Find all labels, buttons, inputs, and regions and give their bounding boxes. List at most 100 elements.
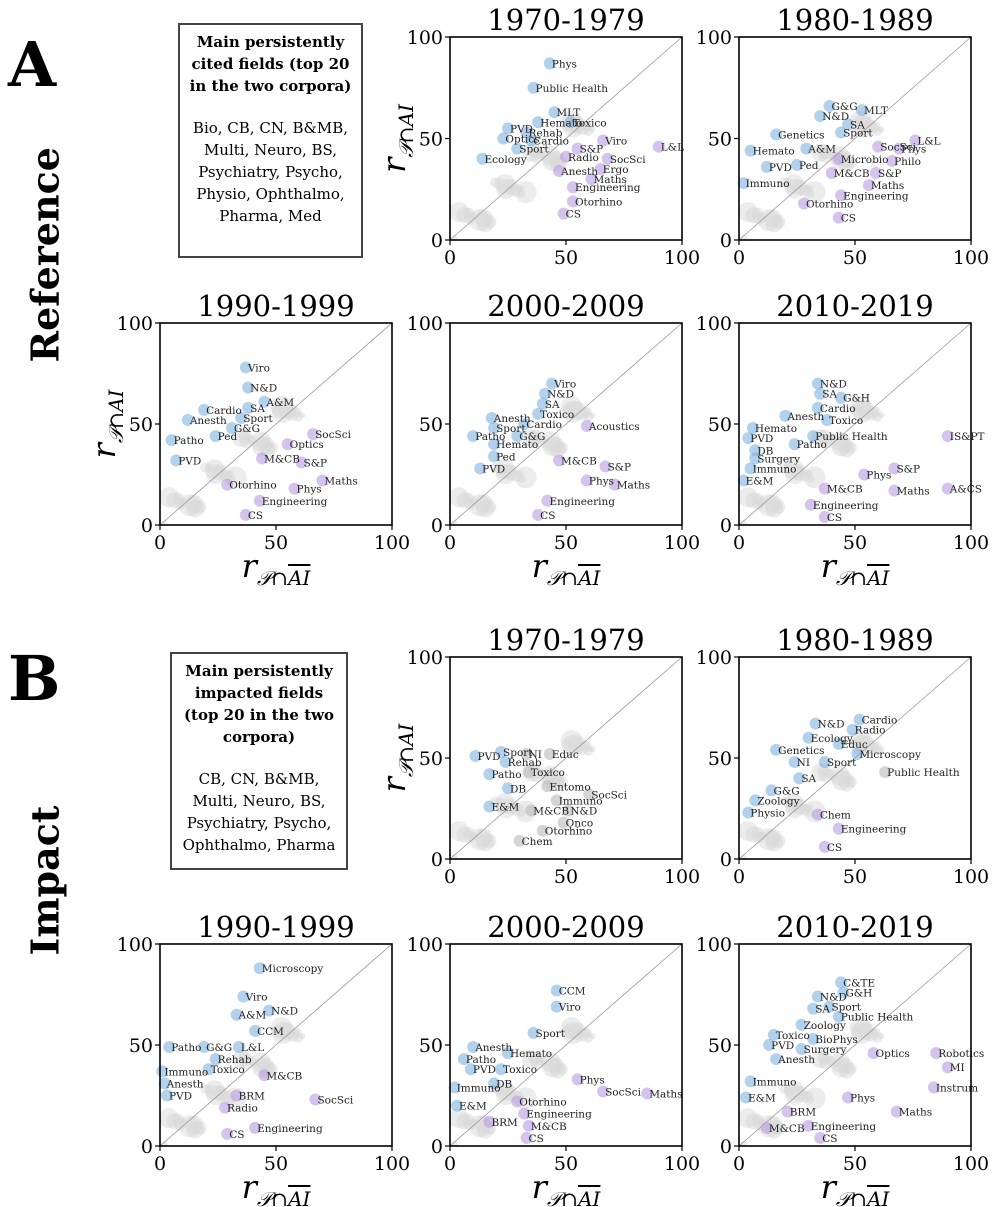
data-point <box>488 438 501 451</box>
point-label: Immuno <box>164 1066 208 1078</box>
data-point <box>237 990 250 1003</box>
point-label: E&M <box>459 1101 487 1113</box>
point-label: Immuno <box>559 795 603 807</box>
cloud-point <box>803 466 826 489</box>
data-point <box>737 474 750 487</box>
data-point <box>483 768 496 781</box>
cloud-point <box>838 775 855 792</box>
data-point <box>548 106 561 119</box>
data-point <box>800 142 813 155</box>
x-tick-label: 0 <box>444 866 456 888</box>
point-label: BRM <box>239 1091 266 1103</box>
data-point <box>811 401 824 414</box>
data-point <box>541 494 554 507</box>
point-label: Otorhino <box>519 1097 566 1109</box>
cloud-point <box>785 797 792 804</box>
cloud-point <box>779 796 790 807</box>
cloud-point <box>581 406 592 417</box>
y-tick-label: 50 <box>419 414 443 436</box>
cloud-point <box>759 831 768 840</box>
data-point <box>818 756 831 769</box>
cloud-point <box>468 209 491 232</box>
point-label: DB <box>510 783 526 795</box>
point-label: Chem <box>820 810 851 822</box>
data-point <box>485 411 498 424</box>
cloud-point <box>864 120 879 135</box>
point-label: Maths <box>649 1088 682 1100</box>
point-label: Phys <box>552 58 577 70</box>
cloud-point <box>494 793 515 814</box>
data-point <box>809 717 822 730</box>
cloud-point <box>786 1088 793 1095</box>
cloud-point <box>798 803 811 816</box>
cloud-point <box>786 467 793 474</box>
y-tick-label: 100 <box>117 934 153 956</box>
cloud-point <box>496 797 503 804</box>
data-point <box>295 456 308 469</box>
point-label: Engineering <box>575 182 641 194</box>
point-label: Viro <box>245 992 268 1004</box>
cloud-point <box>589 746 596 753</box>
point-label: S&P <box>304 457 328 469</box>
point-label: Acoustics <box>588 421 640 433</box>
cloud-point <box>783 1080 804 1101</box>
cloud-point <box>271 1021 294 1044</box>
data-point <box>858 468 871 481</box>
data-point <box>502 122 514 135</box>
cloud-point <box>158 487 179 508</box>
data-point <box>249 1121 262 1134</box>
point-label: Cardio <box>820 403 856 415</box>
cloud-point <box>238 1050 253 1065</box>
cloud-point <box>200 1083 211 1094</box>
y-tick-label: 0 <box>141 1136 153 1158</box>
svg-text:r𝒫∩AI: r𝒫∩AI <box>85 388 128 458</box>
cloud-point <box>829 1052 850 1073</box>
cloud-point <box>837 1057 854 1074</box>
point-label: N&D <box>820 379 847 391</box>
x-tick-label: 50 <box>843 866 867 888</box>
data-point <box>641 1087 654 1100</box>
cloud-point <box>206 1085 227 1106</box>
data-point <box>802 1119 815 1132</box>
cloud-point <box>575 120 590 135</box>
point-label: S&P <box>878 168 902 180</box>
point-label: Otorhino <box>545 826 592 838</box>
point-label: Toxico <box>573 117 607 129</box>
x-tick-label: 50 <box>554 866 578 888</box>
data-point <box>749 452 762 465</box>
point-label: Sport <box>843 127 873 139</box>
cloud-point <box>563 1025 572 1034</box>
data-point <box>804 498 817 511</box>
data-point <box>832 152 845 165</box>
cloud-point <box>456 207 473 224</box>
data-point <box>583 788 596 801</box>
panel-title: 1990-1999 <box>197 289 354 323</box>
data-point <box>599 460 612 473</box>
point-label: Engineering <box>841 824 907 836</box>
point-label: Sport <box>503 747 533 759</box>
point-label: PVD <box>482 463 505 475</box>
data-point <box>893 142 906 155</box>
data-point <box>941 482 954 495</box>
x-tick-label: 50 <box>264 1153 288 1175</box>
data-point <box>239 508 252 521</box>
data-point <box>221 478 234 491</box>
data-point <box>930 1047 943 1060</box>
panel-title: 2000-2009 <box>487 289 644 323</box>
x-tick-label: 50 <box>843 247 867 269</box>
cloud-point <box>864 406 879 421</box>
cloud-point <box>783 793 804 814</box>
data-point <box>520 1131 533 1144</box>
data-point <box>522 766 535 779</box>
cloud-point <box>818 768 833 783</box>
cloud-point <box>253 1060 260 1067</box>
cloud-point <box>803 1087 826 1110</box>
cloud-point <box>258 1057 275 1074</box>
cloud-point <box>560 730 583 753</box>
data-point <box>163 1041 176 1054</box>
cloud-point <box>817 1050 832 1065</box>
cloud-point <box>206 463 213 470</box>
